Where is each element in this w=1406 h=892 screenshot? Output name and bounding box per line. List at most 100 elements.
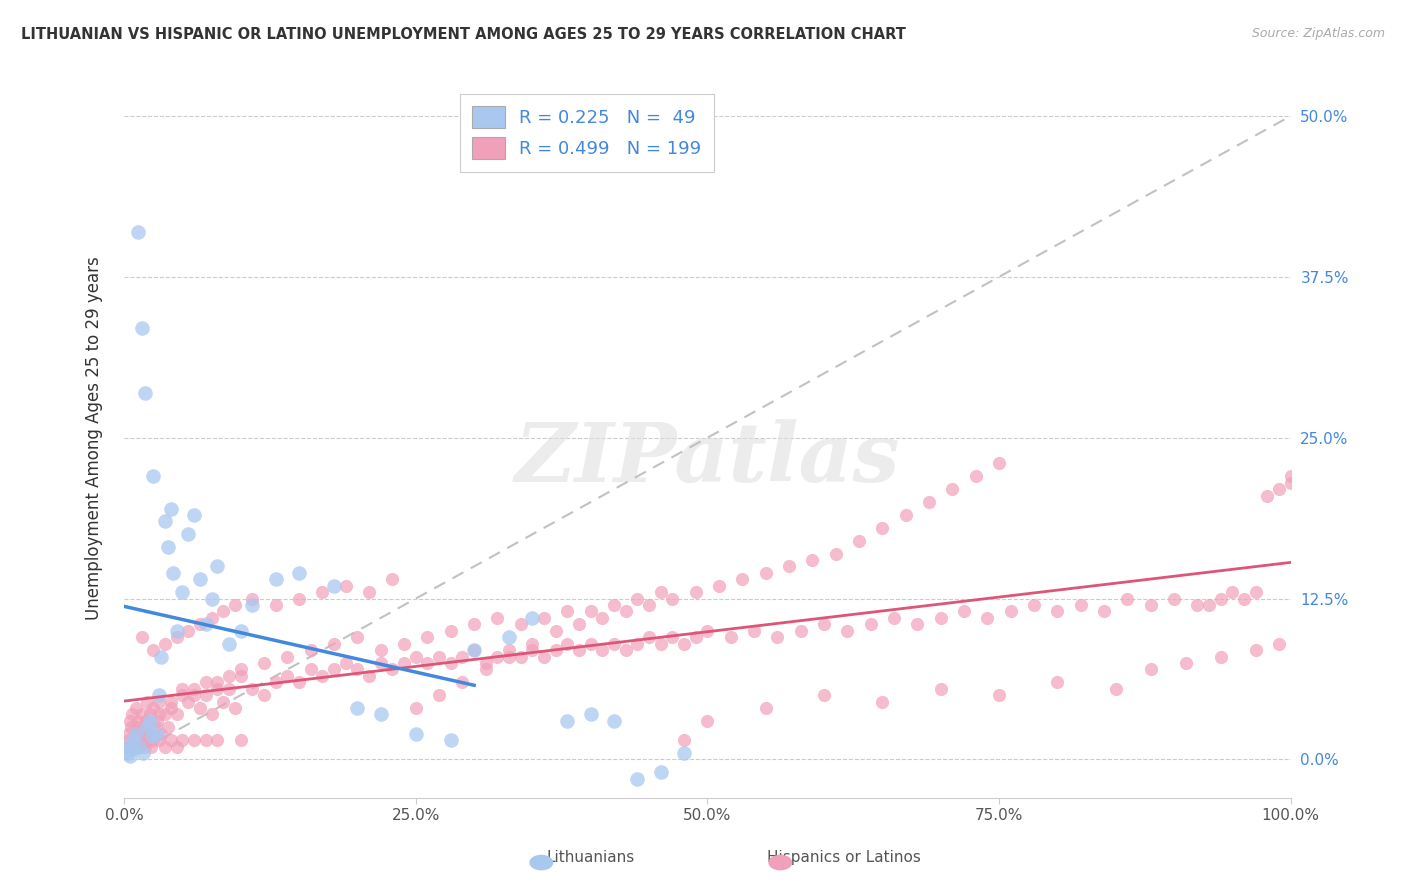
Point: [557, 714, 579, 728]
Point: [118, 714, 141, 728]
Point: [638, 598, 661, 612]
Point: [509, 649, 531, 664]
Point: [153, 637, 176, 651]
Point: [557, 605, 579, 619]
Point: [359, 585, 381, 599]
Point: [311, 585, 333, 599]
Point: [685, 630, 707, 644]
Point: [522, 643, 544, 657]
Point: [486, 611, 509, 625]
Point: [474, 656, 496, 670]
Point: [1220, 585, 1243, 599]
Point: [125, 733, 148, 747]
Point: [1104, 681, 1126, 696]
Point: [603, 714, 626, 728]
Point: [188, 572, 211, 586]
Point: [183, 733, 205, 747]
Text: ZIPatlas: ZIPatlas: [515, 419, 900, 500]
Point: [150, 649, 173, 664]
Point: [118, 733, 141, 747]
Point: [603, 637, 626, 651]
Point: [212, 605, 235, 619]
Point: [1268, 482, 1291, 496]
Point: [614, 643, 637, 657]
Point: [533, 611, 555, 625]
Point: [335, 579, 357, 593]
Point: [229, 662, 252, 676]
Point: [707, 579, 730, 593]
Point: [142, 733, 165, 747]
Point: [440, 656, 463, 670]
Point: [183, 508, 205, 522]
Point: [229, 733, 252, 747]
Point: [148, 733, 170, 747]
Point: [440, 624, 463, 638]
Point: [121, 707, 143, 722]
Point: [142, 643, 165, 657]
Point: [1022, 598, 1045, 612]
Point: [323, 579, 346, 593]
Point: [207, 559, 229, 574]
Point: [661, 591, 683, 606]
Text: LITHUANIAN VS HISPANIC OR LATINO UNEMPLOYMENT AMONG AGES 25 TO 29 YEARS CORRELAT: LITHUANIAN VS HISPANIC OR LATINO UNEMPLO…: [21, 27, 905, 42]
Point: [159, 501, 181, 516]
Point: [498, 649, 520, 664]
Point: [242, 681, 264, 696]
Point: [148, 694, 170, 708]
Point: [381, 572, 404, 586]
Point: [162, 566, 184, 580]
Point: [953, 605, 976, 619]
Point: [194, 617, 217, 632]
Point: [813, 688, 835, 702]
Point: [673, 733, 696, 747]
Point: [172, 585, 194, 599]
Legend: R = 0.225   N =  49, R = 0.499   N = 199: R = 0.225 N = 49, R = 0.499 N = 199: [460, 94, 714, 172]
Point: [405, 727, 427, 741]
Point: [183, 681, 205, 696]
Point: [626, 772, 648, 786]
Point: [264, 572, 287, 586]
Point: [172, 681, 194, 696]
Point: [135, 714, 157, 728]
Point: [132, 733, 155, 747]
Point: [673, 637, 696, 651]
Point: [1244, 643, 1267, 657]
Point: [1279, 475, 1302, 490]
Point: [416, 630, 439, 644]
Point: [1046, 605, 1069, 619]
Point: [557, 637, 579, 651]
Point: [127, 225, 149, 239]
Point: [125, 727, 148, 741]
Point: [323, 662, 346, 676]
Point: [138, 727, 160, 741]
Point: [124, 727, 146, 741]
Point: [591, 611, 613, 625]
Point: [872, 694, 894, 708]
Point: [188, 701, 211, 715]
Point: [720, 630, 742, 644]
Point: [837, 624, 859, 638]
Point: [1209, 649, 1232, 664]
Point: [427, 688, 450, 702]
Point: [661, 630, 683, 644]
Point: [370, 643, 392, 657]
Point: [148, 688, 170, 702]
Point: [201, 707, 224, 722]
Point: [148, 707, 170, 722]
Point: [115, 739, 138, 754]
Point: [139, 714, 162, 728]
Point: [177, 527, 200, 541]
Point: [335, 656, 357, 670]
Point: [568, 643, 591, 657]
Point: [194, 688, 217, 702]
Point: [533, 649, 555, 664]
Point: [824, 547, 846, 561]
Point: [311, 669, 333, 683]
Point: [941, 482, 963, 496]
Point: [136, 733, 159, 747]
Point: [139, 707, 162, 722]
Point: [416, 656, 439, 670]
Point: [229, 624, 252, 638]
Point: [755, 701, 778, 715]
Point: [486, 649, 509, 664]
